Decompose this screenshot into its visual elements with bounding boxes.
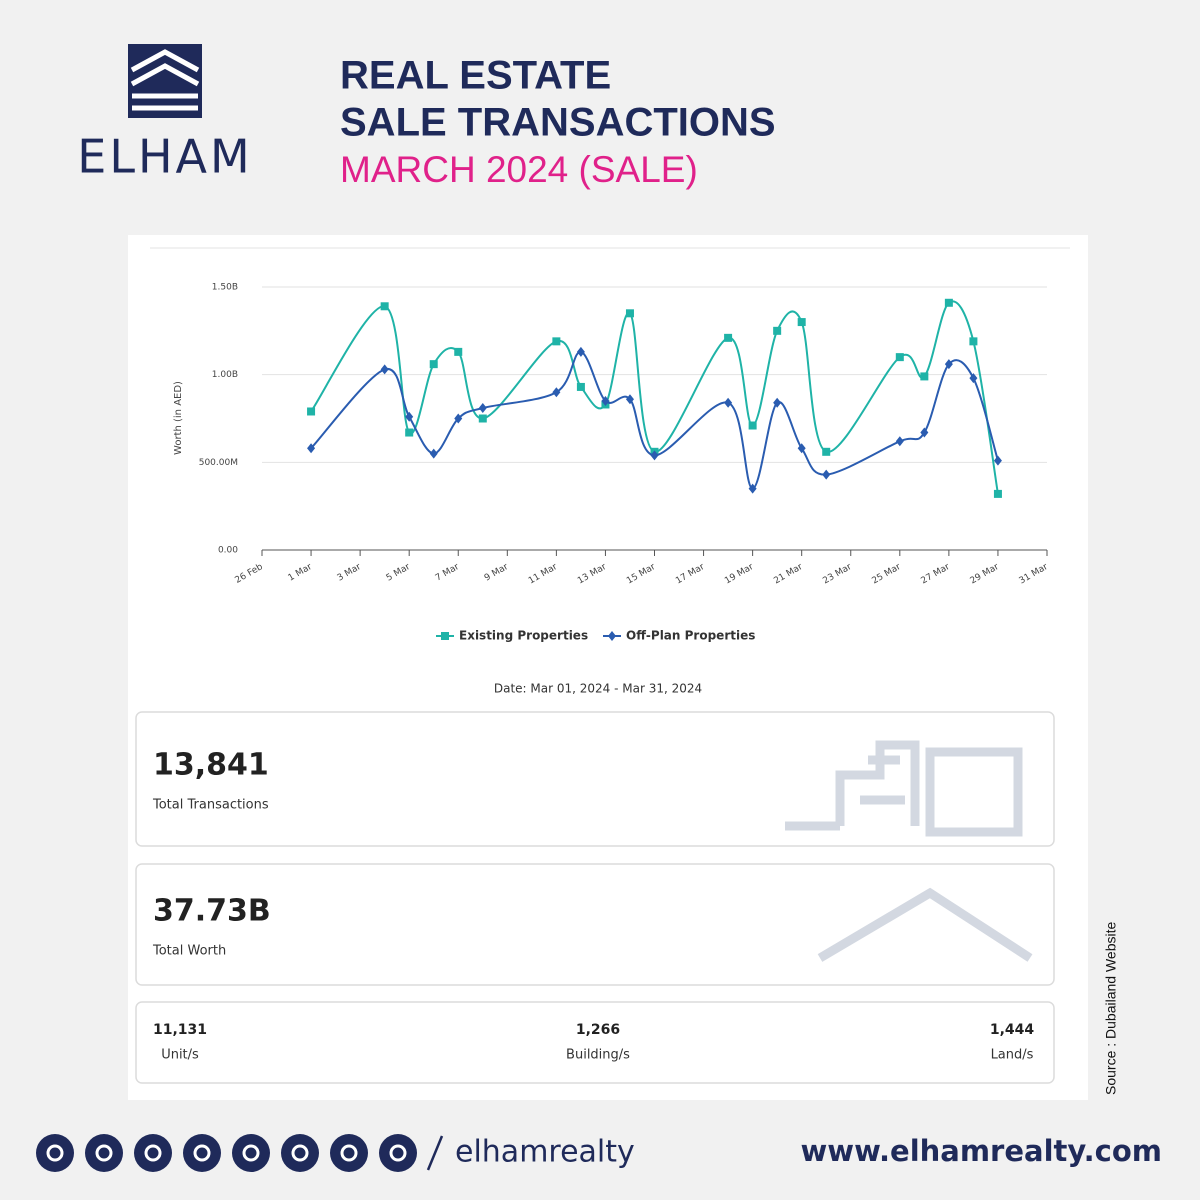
marker [576,346,585,357]
marker [944,359,953,370]
marker [307,407,316,416]
marker [454,347,463,356]
social-icon[interactable] [85,1134,123,1172]
marker [576,382,585,391]
separator [426,1135,444,1171]
y-tick-label: 1.00B [212,370,238,380]
marker [625,394,634,405]
breakdown-label: Building/s [566,1048,630,1063]
social-icon[interactable] [379,1134,417,1172]
website[interactable]: www.elhamrealty.com [800,1134,1162,1168]
social-icon-glyph [291,1144,309,1162]
legend-label: Off-Plan Properties [626,629,755,643]
stat-value: 13,841 [153,748,269,783]
building-illustration [785,740,1023,837]
marker [822,469,831,480]
marker [454,413,463,424]
social-icon-glyph [95,1144,113,1162]
stat-card [135,1001,1055,1084]
logo [128,44,202,118]
marker [601,395,610,406]
social-icon[interactable] [232,1134,270,1172]
marker [895,436,904,447]
social-icon-glyph [389,1144,407,1162]
stat-card [135,863,1055,986]
social-icons [36,1134,417,1172]
marker [724,397,733,408]
y-axis-label: Worth (in AED) [173,381,184,455]
social-icon-glyph [340,1144,358,1162]
social-icon[interactable] [183,1134,221,1172]
marker [773,397,782,408]
marker [429,360,438,369]
title-line: SALE TRANSACTIONS [340,101,776,145]
marker [993,489,1002,498]
marker [429,448,438,459]
marker [993,455,1002,466]
marker [724,333,733,342]
marker [773,326,782,335]
stat-card [135,711,1055,847]
marker [405,411,414,422]
stat-value: 37.73B [153,894,271,929]
marker [822,447,831,456]
title-line: REAL ESTATE [340,54,611,98]
marker [969,337,978,346]
marker [944,298,953,307]
marker [380,302,389,311]
breakdown-label: Land/s [991,1048,1034,1063]
social-icon-glyph [193,1144,211,1162]
roof-illustration [817,887,1033,962]
stat-label: Total Transactions [152,798,269,813]
social-icon[interactable] [281,1134,319,1172]
stat-label: Total Worth [152,944,226,959]
social-icon[interactable] [134,1134,172,1172]
y-tick-label: 0.00 [218,546,238,556]
marker [797,318,806,327]
source-note: Source : Dubailand Website [1103,922,1119,1095]
marker [748,421,757,430]
marker [405,428,414,437]
marker [895,353,904,362]
marker [920,372,929,381]
series-line [310,350,999,490]
breakdown-label: Unit/s [161,1048,199,1063]
marker [478,402,487,413]
y-tick-label: 500.00M [199,458,238,468]
marker [797,443,806,454]
subtitle: MARCH 2024 (SALE) [340,149,698,190]
marker [748,483,757,494]
marker [307,443,316,454]
social-handle[interactable]: elhamrealty [455,1135,635,1170]
marker [441,632,449,640]
marker [625,309,634,318]
social-icon[interactable] [36,1134,74,1172]
breakdown-value: 1,266 [576,1022,620,1038]
breakdown-value: 11,131 [153,1022,207,1038]
marker [969,373,978,384]
marker [552,387,561,398]
date-caption: Date: Mar 01, 2024 - Mar 31, 2024 [494,682,702,696]
marker [920,427,929,438]
social-icon-glyph [46,1144,64,1162]
marker [380,364,389,375]
y-tick-label: 1.50B [212,283,238,293]
social-icon[interactable] [330,1134,368,1172]
marker [650,450,659,461]
social-icon-glyph [242,1144,260,1162]
marker [552,337,561,346]
logo-text: ELHAM [77,130,252,184]
marker [608,631,616,641]
marker [478,414,487,423]
breakdown-value: 1,444 [990,1022,1035,1038]
social-icon-glyph [144,1144,162,1162]
legend-label: Existing Properties [459,629,588,643]
